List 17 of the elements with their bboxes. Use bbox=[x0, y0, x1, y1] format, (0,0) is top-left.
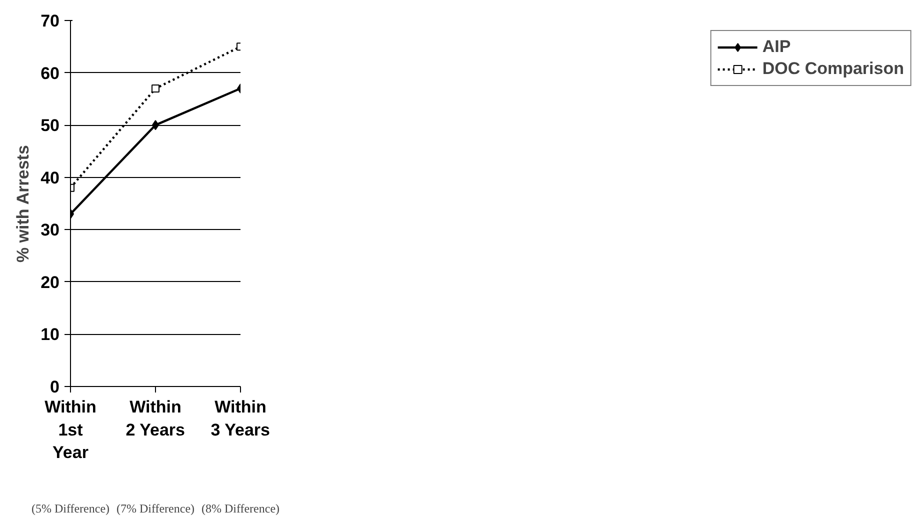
y-tick-label: 10 bbox=[40, 325, 60, 344]
y-tick-label: 70 bbox=[40, 12, 60, 30]
y-axis-title: % with Arrests bbox=[14, 145, 33, 263]
x-tick-label: Within 3 Years bbox=[210, 398, 270, 440]
text: (7% Difference) bbox=[116, 502, 195, 516]
x-tick-label: Within 2 Years bbox=[126, 398, 185, 440]
y-tick-label: 30 bbox=[40, 220, 60, 240]
y-tick-label: 0 bbox=[50, 378, 60, 396]
y-tick-label: 20 bbox=[40, 272, 60, 292]
y-tick-label: 40 bbox=[40, 168, 60, 188]
y-tick-label: 60 bbox=[40, 64, 60, 83]
legend-label: AIP bbox=[762, 37, 791, 57]
text: (8% Difference) bbox=[201, 502, 280, 516]
text: (5% Difference) bbox=[31, 502, 110, 516]
y-tick-label: 50 bbox=[40, 116, 60, 136]
x-tick-label: Within 1st Year bbox=[44, 398, 96, 462]
legend-label: DOC Comparison bbox=[762, 59, 904, 79]
